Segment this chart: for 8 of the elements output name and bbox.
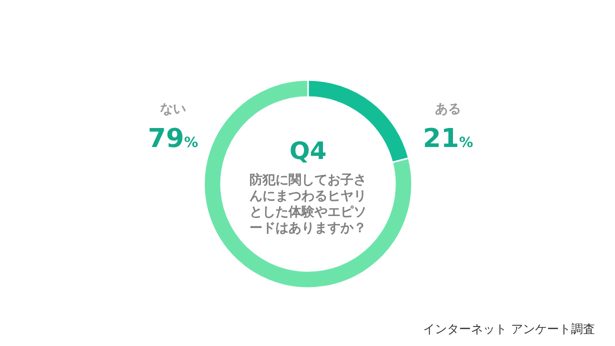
data-label: 79% <box>148 124 198 154</box>
text: 防犯に関してお子さんにまつわるヒヤリとした体験やエピソードはありますか？ <box>250 172 366 236</box>
donut-slice <box>203 79 413 289</box>
data-label: 21% <box>422 124 474 154</box>
text: Q4 <box>289 137 327 165</box>
slice-label: ある <box>435 102 461 117</box>
slice-label: ない <box>160 102 186 117</box>
text: インターネット アンケート調査 <box>423 322 595 336</box>
